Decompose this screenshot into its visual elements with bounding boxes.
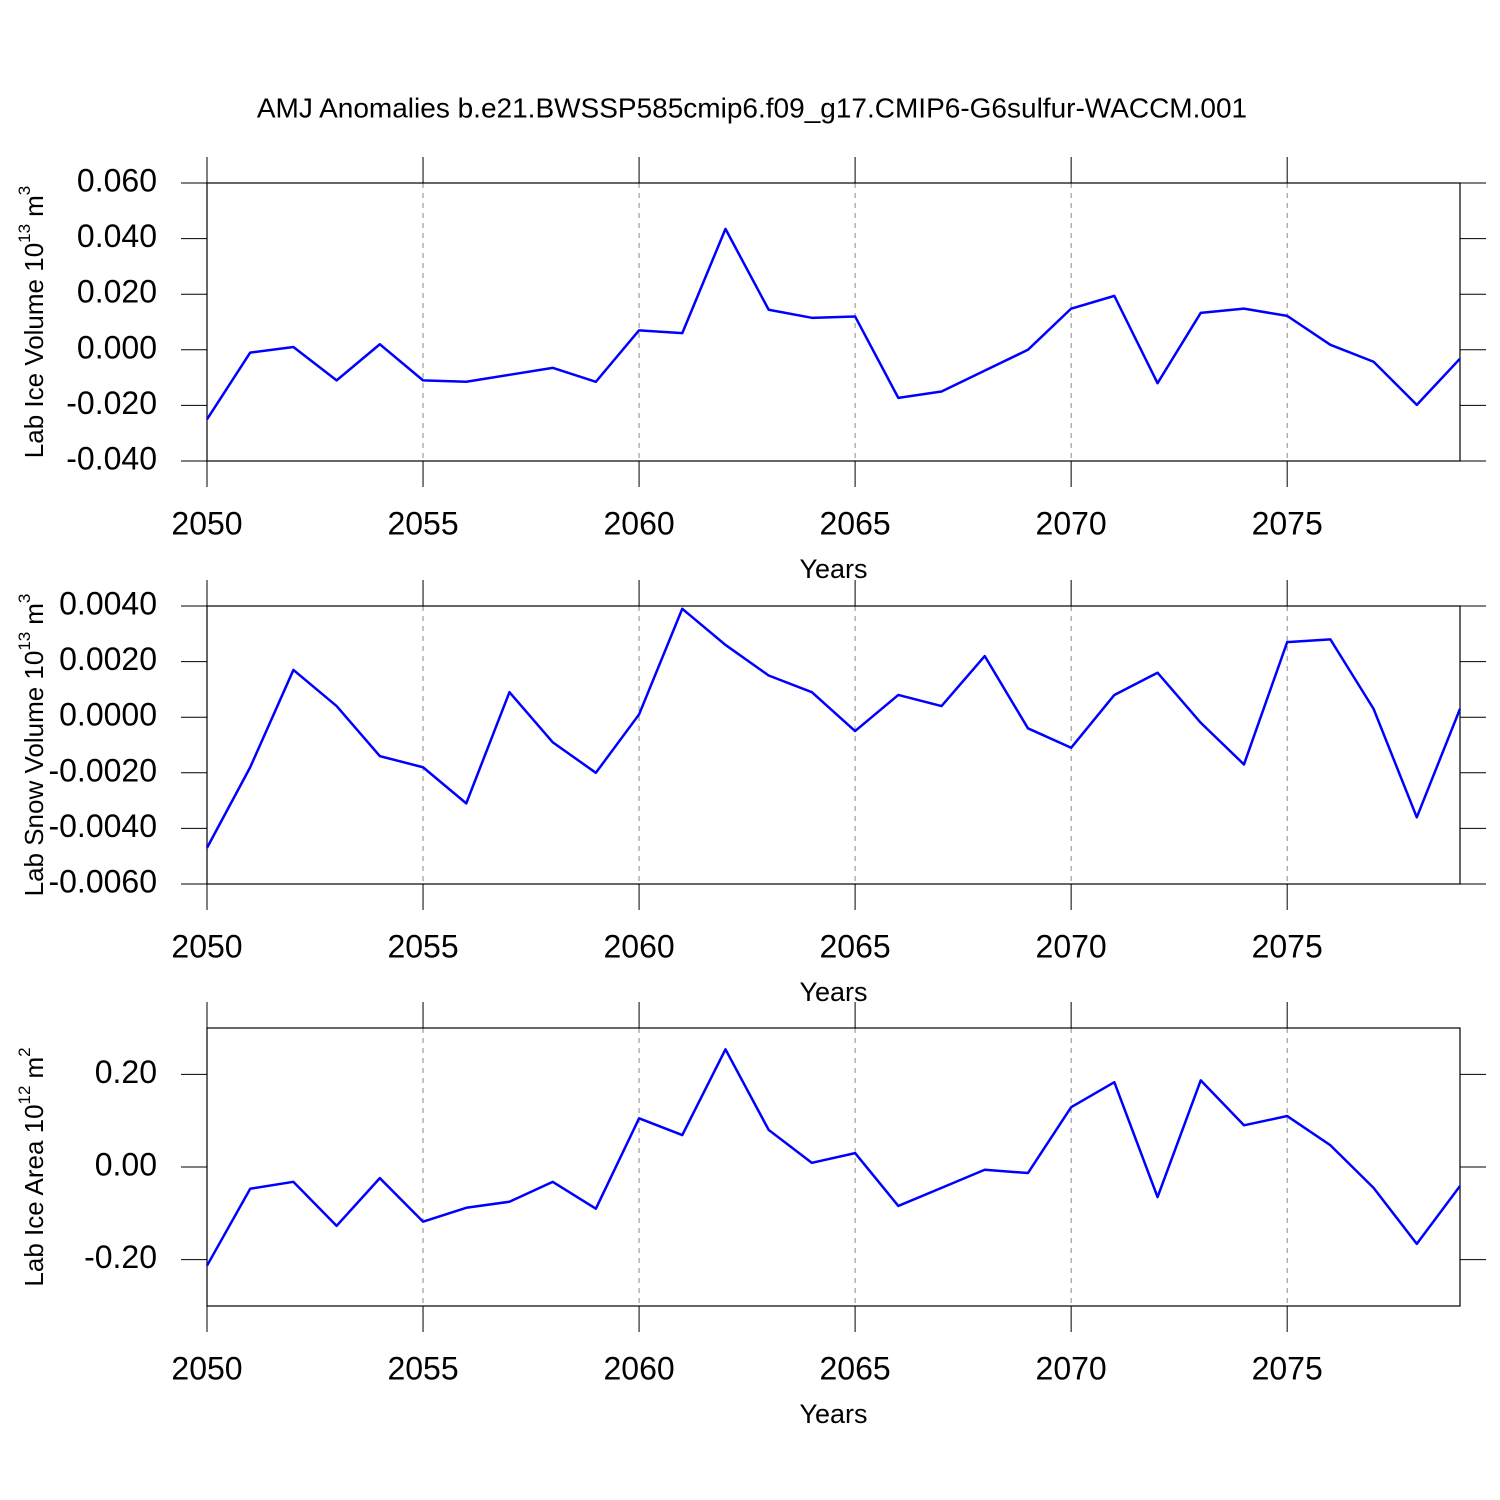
y-axis-label-part: Lab Snow Volume 10 xyxy=(19,651,49,897)
x-tick-label: 2075 xyxy=(1252,505,1323,541)
y-axis-label: Lab Ice Area 1012 m2 xyxy=(15,1047,48,1286)
x-axis-label: Years xyxy=(799,1399,867,1429)
y-tick-label: -0.0040 xyxy=(48,808,157,844)
x-tick-label: 2055 xyxy=(387,928,458,964)
y-tick-label: 0.00 xyxy=(95,1146,157,1182)
y-axis-label-part: 3 xyxy=(15,186,34,195)
x-tick-label: 2070 xyxy=(1036,505,1107,541)
x-tick-label: 2070 xyxy=(1036,928,1107,964)
y-axis-label-part: 13 xyxy=(15,632,34,651)
x-axis-label: Years xyxy=(799,554,867,584)
y-tick-label: -0.0060 xyxy=(48,863,157,899)
y-axis-label-part: m xyxy=(19,1057,49,1079)
x-tick-label: 2050 xyxy=(171,928,242,964)
x-tick-label: 2065 xyxy=(820,1350,891,1386)
x-tick-label: 2070 xyxy=(1036,1350,1107,1386)
chart-title: AMJ Anomalies b.e21.BWSSP585cmip6.f09_g1… xyxy=(257,92,1247,123)
x-tick-label: 2060 xyxy=(603,928,674,964)
y-axis-label-part: m xyxy=(19,603,49,625)
y-tick-label: -0.20 xyxy=(84,1239,157,1275)
x-tick-label: 2060 xyxy=(603,505,674,541)
x-tick-label: 2075 xyxy=(1252,928,1323,964)
plot-frame xyxy=(206,182,1461,462)
y-tick-label: 0.060 xyxy=(77,162,157,198)
y-tick-label: -0.020 xyxy=(66,385,157,421)
y-tick-label: -0.040 xyxy=(66,440,157,476)
y-tick-label: 0.20 xyxy=(95,1054,157,1090)
x-tick-label: 2050 xyxy=(171,505,242,541)
x-tick-label: 2065 xyxy=(820,928,891,964)
plot-frame xyxy=(206,605,1461,885)
data-line xyxy=(205,227,1461,420)
x-tick-label: 2065 xyxy=(820,505,891,541)
y-axis-label-part: 12 xyxy=(15,1086,34,1105)
x-tick-label: 2055 xyxy=(387,1350,458,1386)
y-axis-label-part: 2 xyxy=(15,1047,34,1056)
y-axis-label-part: Lab Ice Volume 10 xyxy=(19,243,49,458)
y-tick-label: 0.0040 xyxy=(59,585,157,621)
x-tick-label: 2075 xyxy=(1252,1350,1323,1386)
y-tick-label: 0.0000 xyxy=(59,697,157,733)
x-axis-label: Years xyxy=(799,977,867,1007)
y-tick-label: 0.020 xyxy=(77,274,157,310)
y-axis-label: Lab Snow Volume 1013 m3 xyxy=(15,594,48,897)
y-axis-label-part: m xyxy=(19,195,49,217)
y-tick-label: 0.000 xyxy=(77,329,157,365)
y-axis-label-part: 3 xyxy=(15,594,34,603)
data-line xyxy=(205,1048,1462,1267)
x-tick-label: 2050 xyxy=(171,1350,242,1386)
x-tick-label: 2060 xyxy=(603,1350,674,1386)
x-tick-label: 2055 xyxy=(387,505,458,541)
y-axis-label: Lab Ice Volume 1013 m3 xyxy=(15,186,48,458)
plot-frame xyxy=(206,1027,1461,1307)
y-tick-label: 0.0020 xyxy=(59,641,157,677)
y-axis-label-part: 13 xyxy=(15,224,34,243)
y-tick-label: -0.0020 xyxy=(48,752,157,788)
y-tick-label: 0.040 xyxy=(77,218,157,254)
data-line xyxy=(205,607,1462,849)
y-axis-label-part: Lab Ice Area 10 xyxy=(19,1104,49,1286)
